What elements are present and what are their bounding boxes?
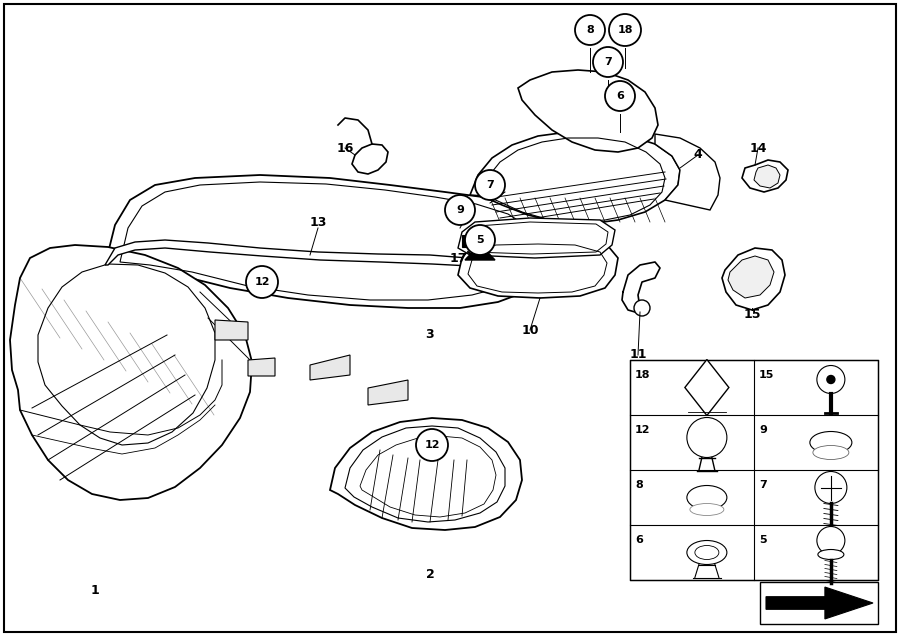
Polygon shape <box>10 245 252 500</box>
FancyBboxPatch shape <box>462 235 476 247</box>
Text: 10: 10 <box>521 324 539 336</box>
FancyBboxPatch shape <box>4 4 896 632</box>
Circle shape <box>475 170 505 200</box>
Text: 4: 4 <box>694 148 702 162</box>
Text: 14: 14 <box>749 141 767 155</box>
Circle shape <box>814 471 847 504</box>
Text: 8: 8 <box>586 25 594 35</box>
Text: 11: 11 <box>629 349 647 361</box>
Ellipse shape <box>687 485 727 509</box>
Text: 5: 5 <box>476 235 484 245</box>
Text: 2: 2 <box>426 569 435 581</box>
Polygon shape <box>742 160 788 192</box>
Ellipse shape <box>818 550 844 560</box>
Polygon shape <box>470 132 680 224</box>
Text: 3: 3 <box>426 329 435 342</box>
Text: 7: 7 <box>759 480 767 490</box>
Text: 7: 7 <box>604 57 612 67</box>
Polygon shape <box>754 165 780 188</box>
Circle shape <box>575 15 605 45</box>
Text: 18: 18 <box>617 25 633 35</box>
Text: 16: 16 <box>337 141 354 155</box>
Circle shape <box>416 429 448 461</box>
Circle shape <box>687 417 727 457</box>
Ellipse shape <box>687 541 727 565</box>
Ellipse shape <box>690 504 724 516</box>
Text: 7: 7 <box>486 180 494 190</box>
Text: 18: 18 <box>635 370 651 380</box>
Circle shape <box>246 266 278 298</box>
Polygon shape <box>248 358 275 376</box>
Text: 6: 6 <box>635 535 643 545</box>
Circle shape <box>445 195 475 225</box>
Text: 9: 9 <box>456 205 464 215</box>
Polygon shape <box>310 355 350 380</box>
Circle shape <box>817 366 845 394</box>
Polygon shape <box>368 380 408 405</box>
Text: 12: 12 <box>424 440 440 450</box>
Circle shape <box>609 14 641 46</box>
Polygon shape <box>722 248 785 310</box>
Ellipse shape <box>695 546 719 560</box>
Text: 9: 9 <box>759 425 767 435</box>
Ellipse shape <box>813 445 849 459</box>
Polygon shape <box>766 587 873 619</box>
Polygon shape <box>655 134 720 210</box>
Polygon shape <box>728 256 774 298</box>
FancyBboxPatch shape <box>630 360 878 580</box>
Polygon shape <box>215 320 248 340</box>
Polygon shape <box>458 218 615 258</box>
Polygon shape <box>105 175 560 308</box>
Text: 15: 15 <box>743 308 760 322</box>
Text: 5: 5 <box>759 535 767 545</box>
Text: 13: 13 <box>310 216 327 228</box>
Circle shape <box>634 300 650 316</box>
Polygon shape <box>685 359 729 415</box>
Polygon shape <box>330 418 522 530</box>
Text: 1: 1 <box>91 583 99 597</box>
Text: 15: 15 <box>759 370 774 380</box>
Text: 17: 17 <box>449 251 467 265</box>
Text: 6: 6 <box>616 91 624 101</box>
Ellipse shape <box>810 431 852 453</box>
Text: 12: 12 <box>635 425 651 435</box>
Circle shape <box>465 225 495 255</box>
Polygon shape <box>458 238 618 298</box>
Circle shape <box>817 527 845 555</box>
Polygon shape <box>352 144 388 174</box>
Polygon shape <box>518 70 658 152</box>
Circle shape <box>827 375 835 384</box>
Text: 12: 12 <box>254 277 270 287</box>
FancyBboxPatch shape <box>760 582 878 624</box>
Polygon shape <box>465 244 495 260</box>
Circle shape <box>605 81 635 111</box>
Polygon shape <box>105 240 470 266</box>
Circle shape <box>593 47 623 77</box>
Text: 8: 8 <box>635 480 643 490</box>
